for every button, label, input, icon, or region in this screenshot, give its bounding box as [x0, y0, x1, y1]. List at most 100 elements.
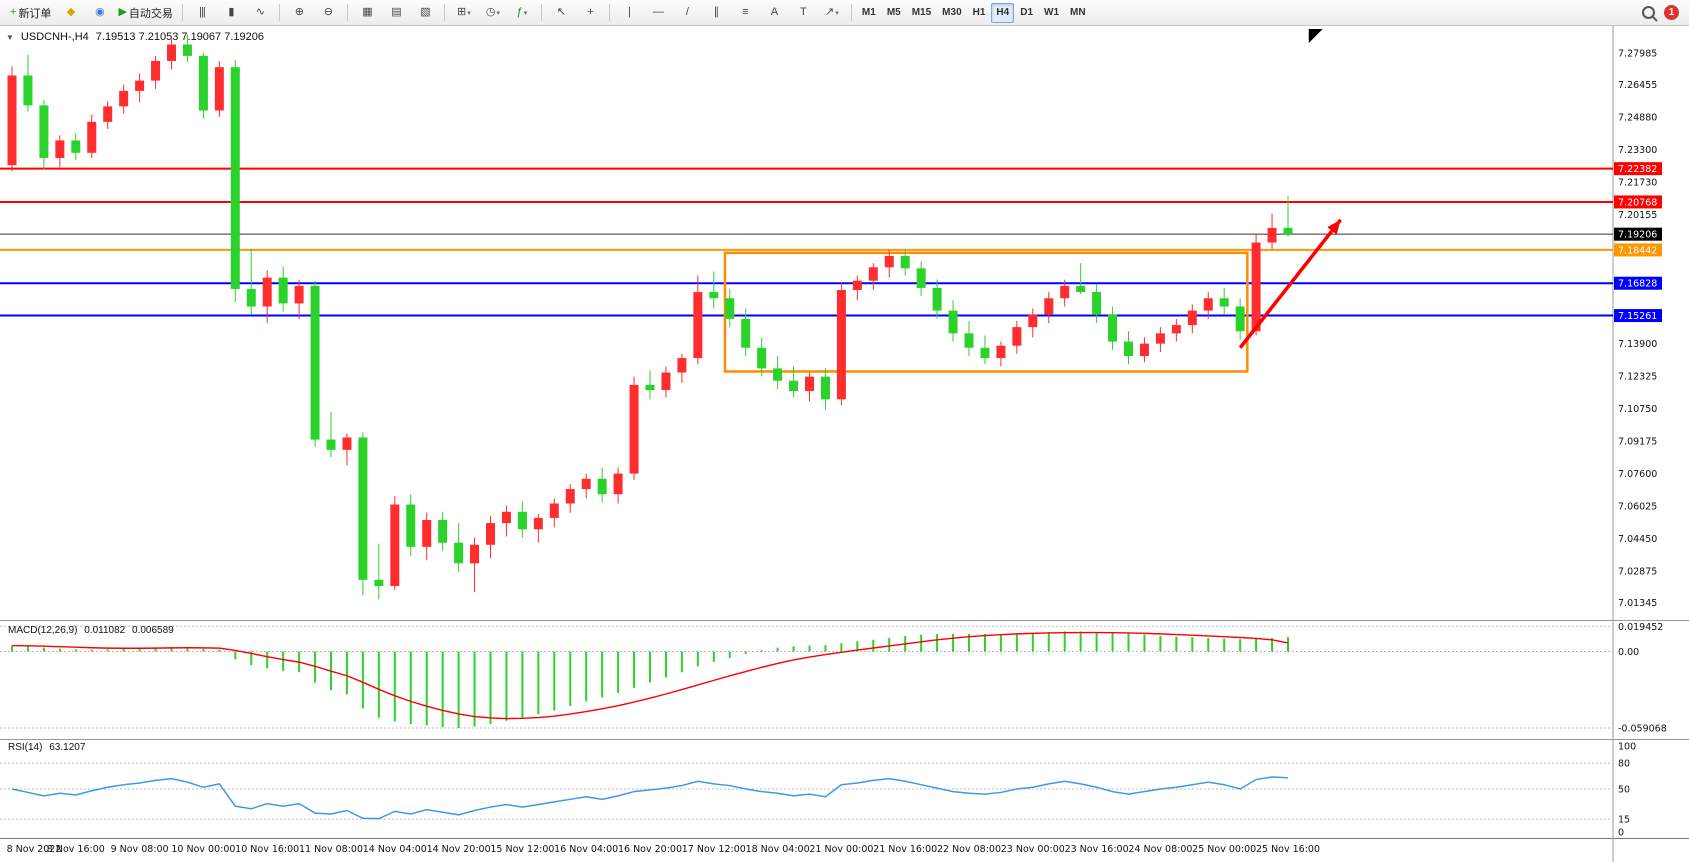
line-chart-icon: ∿ — [255, 6, 265, 18]
toolbar-buttons: + 新订单 ◆ ◉ ▶ 自动交易 ||| ▮ ∿ ⊕ ⊖ ▦ ▤ ▧ ⊞ ▾ ◷ ▾ ƒ ▾ ↖ + | — / ∥ ≡ A T ↗ ▾ M1… — [6, 2, 1091, 24]
dropdown-caret-icon: ▾ — [835, 9, 839, 17]
new-chart-button[interactable]: ⊞ ▾ — [450, 2, 478, 24]
timeframe-m5-button[interactable]: M5 — [886, 7, 901, 18]
bars-chart-button[interactable]: ||| — [188, 2, 216, 24]
market-watch-button[interactable]: ◆ — [56, 2, 84, 24]
rsi-indicator-label: RSI(14) 63.1207 — [8, 742, 85, 753]
chart-shift-marker — [1308, 29, 1323, 43]
svg-text:7.19206: 7.19206 — [1618, 230, 1657, 241]
horizontal-line-button[interactable]: — — [644, 2, 672, 24]
timeframe-h4-button[interactable]: H4 — [991, 2, 1015, 23]
one-click-trading-collapse-icon[interactable]: ▼ — [6, 32, 14, 42]
timeframe-w1-button[interactable]: W1 — [1044, 7, 1060, 18]
svg-text:8 Nov 2022: 8 Nov 2022 — [7, 844, 62, 855]
svg-text:7.27985: 7.27985 — [1618, 49, 1657, 60]
chart-title: ▼ USDCNH-,H4 7.19513 7.21053 7.19067 7.1… — [6, 31, 264, 43]
tile-windows-button[interactable]: ▦ — [353, 2, 381, 24]
consolidation-box — [723, 251, 1249, 373]
toolbar-separator — [540, 4, 542, 21]
data-window-button[interactable]: ◉ — [85, 2, 113, 24]
notification-badge[interactable]: 1 — [1664, 5, 1679, 20]
svg-text:11 Nov 08:00: 11 Nov 08:00 — [299, 844, 363, 855]
shapes-button[interactable]: ↗ ▾ — [818, 2, 846, 24]
svg-text:7.13900: 7.13900 — [1618, 339, 1657, 350]
current-price-line: 7.19206 — [0, 227, 1662, 241]
trendline-button[interactable]: / — [673, 2, 701, 24]
toolbar-separator — [608, 4, 610, 21]
svg-text:7.06025: 7.06025 — [1618, 502, 1657, 513]
candles — [7, 35, 1293, 600]
timeframe-m30-button[interactable]: M30 — [942, 7, 962, 18]
cursor-button[interactable]: ↖ — [547, 2, 575, 24]
label-button[interactable]: T — [789, 2, 817, 24]
chart-shift-marker — [1308, 29, 1323, 43]
toolbar-group: | — / ∥ ≡ A T ↗ ▾ — [615, 2, 846, 24]
macd-indicator-label: MACD(12,26,9) 0.011082 0.006589 — [8, 625, 174, 636]
line-chart-button[interactable]: ∿ — [246, 2, 274, 24]
timeframe-m15-button[interactable]: M15 — [911, 7, 932, 18]
svg-text:17 Nov 12:00: 17 Nov 12:00 — [682, 844, 746, 855]
svg-text:7.20155: 7.20155 — [1618, 210, 1657, 221]
vertical-line-button[interactable]: | — [615, 2, 643, 24]
toolbar-group: + 新订单 ◆ ◉ ▶ 自动交易 — [6, 2, 177, 24]
indicators-button[interactable]: ƒ ▾ — [508, 2, 536, 24]
svg-text:80: 80 — [1618, 759, 1630, 770]
candles-chart-icon: ▮ — [228, 6, 234, 18]
market-watch-icon: ◆ — [66, 6, 76, 18]
svg-text:25 Nov 00:00: 25 Nov 00:00 — [1192, 844, 1256, 855]
text-icon: A — [770, 6, 778, 18]
toolbar-group: ↖ + — [547, 2, 604, 24]
toolbar-separator — [443, 4, 445, 21]
rsi-value: 63.1207 — [49, 742, 86, 753]
timeframe-d1-button[interactable]: D1 — [1020, 7, 1034, 18]
toolbar-group: ||| ▮ ∿ — [188, 2, 274, 24]
svg-text:7.18442: 7.18442 — [1618, 245, 1657, 256]
macd-panel: 0.019452 0.00 -0.059068 — [0, 622, 1667, 735]
svg-text:18 Nov 04:00: 18 Nov 04:00 — [746, 844, 810, 855]
zoom-out-button[interactable]: ⊖ — [314, 2, 342, 24]
timeframe-group: M1 M5 M15 M30 H1 H4 D1 W1 MN — [857, 2, 1091, 23]
search-icon[interactable] — [1642, 6, 1655, 19]
toolbar-separator — [346, 4, 348, 21]
auto-trading-icon: ▶ — [118, 6, 127, 18]
zoom-in-icon: ⊕ — [294, 6, 304, 18]
fibonacci-icon: ≡ — [742, 6, 749, 18]
tile-windows-icon: ▦ — [362, 6, 372, 18]
symbol-period-label: USDCNH-,H4 — [20, 31, 89, 43]
zoom-in-button[interactable]: ⊕ — [285, 2, 313, 24]
timeframe-h1-button[interactable]: H1 — [972, 7, 986, 18]
text-button[interactable]: A — [760, 2, 788, 24]
svg-text:23 Nov 16:00: 23 Nov 16:00 — [1065, 844, 1129, 855]
arrange-windows-button[interactable]: ▤ — [382, 2, 410, 24]
auto-trading-button[interactable]: ▶ 自动交易 — [114, 2, 176, 24]
svg-text:7.21730: 7.21730 — [1618, 178, 1657, 189]
profiles-button[interactable]: ◷ ▾ — [479, 2, 507, 24]
svg-text:100: 100 — [1618, 742, 1636, 753]
cursor-icon: ↖ — [556, 6, 566, 18]
fibonacci-button[interactable]: ≡ — [731, 2, 759, 24]
channel-button[interactable]: ∥ — [702, 2, 730, 24]
ohlc-label: 7.19513 7.21053 7.19067 7.19206 — [95, 31, 264, 43]
svg-text:0.00: 0.00 — [1618, 647, 1639, 658]
svg-text:15: 15 — [1618, 815, 1630, 826]
arrange-windows-icon: ▤ — [391, 6, 401, 18]
svg-text:10 Nov 00:00: 10 Nov 00:00 — [171, 844, 235, 855]
new-order-button[interactable]: + 新订单 — [6, 2, 55, 24]
dropdown-caret-icon: ▾ — [523, 9, 528, 17]
svg-text:7.07600: 7.07600 — [1618, 469, 1657, 480]
svg-text:14 Nov 20:00: 14 Nov 20:00 — [427, 844, 491, 855]
horizontal-lines: 7.22382 7.20768 7.18442 7.16828 7.15261 — [0, 162, 1662, 323]
cascade-windows-button[interactable]: ▧ — [411, 2, 439, 24]
svg-text:10 Nov 16:00: 10 Nov 16:00 — [235, 844, 299, 855]
svg-text:50: 50 — [1618, 785, 1630, 796]
candles-chart-button[interactable]: ▮ — [217, 2, 245, 24]
svg-text:14 Nov 04:00: 14 Nov 04:00 — [363, 844, 427, 855]
vertical-line-icon: | — [627, 6, 631, 18]
data-window-icon: ◉ — [95, 6, 105, 18]
chart-canvas[interactable]: 7.27985 7.26455 7.24880 7.23300 7.21730 7.201… — [0, 26, 1689, 862]
crosshair-button[interactable]: + — [576, 2, 604, 24]
timeframe-mn-button[interactable]: MN — [1070, 7, 1086, 18]
timeframe-m1-button[interactable]: M1 — [861, 7, 876, 18]
toolbar-group: ⊞ ▾ ◷ ▾ ƒ ▾ — [450, 2, 536, 24]
